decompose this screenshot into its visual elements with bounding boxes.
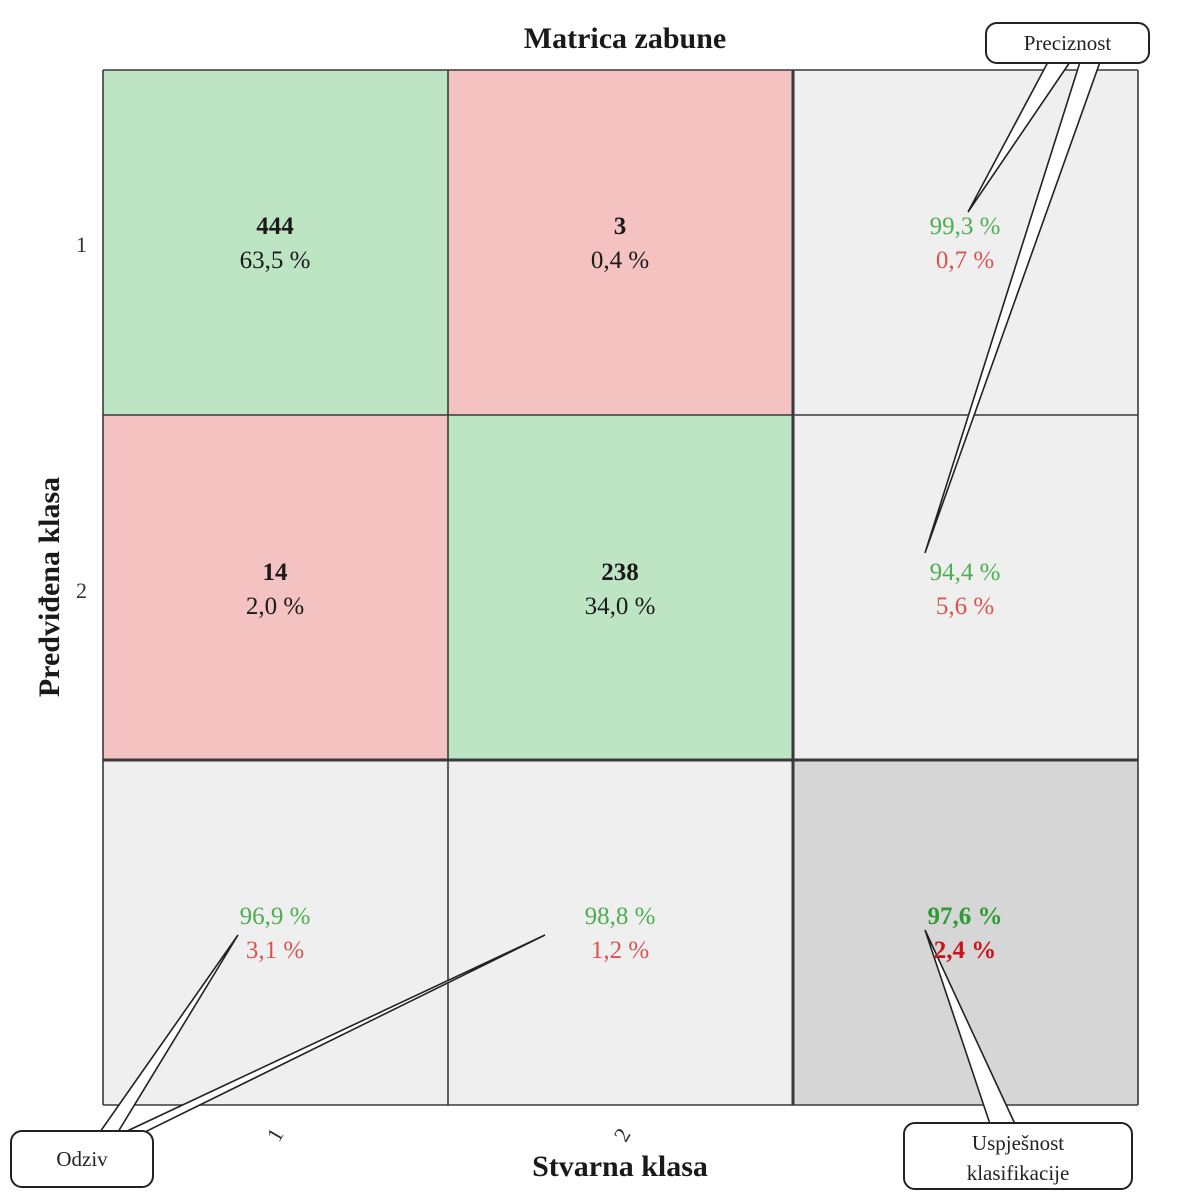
overall-error: 2,4 % — [933, 937, 997, 964]
precision-cell-bg-2 — [793, 415, 1138, 760]
recall-2-correct: 98,8 % — [584, 903, 656, 930]
cell-1-1-percent: 63,5 % — [239, 247, 311, 274]
overall-accuracy: 97,6 % 2,4 % — [793, 900, 1137, 968]
recall-cell-bg-2 — [448, 760, 793, 1105]
y-tick-2: 2 — [76, 578, 87, 603]
recall-1-error: 3,1 % — [245, 937, 305, 964]
cell-2-2-percent: 34,0 % — [584, 593, 656, 620]
recall-1-correct: 96,9 % — [239, 903, 311, 930]
recall-2: 98,8 % 1,2 % — [448, 900, 792, 968]
cell-1-2-count: 3 — [613, 213, 627, 240]
accuracy-callout-line2: klasifikacije — [966, 1161, 1070, 1185]
precision-cell-bg-1 — [793, 70, 1138, 415]
overall-correct: 97,6 % — [927, 903, 1003, 930]
cell-2-1-count: 14 — [262, 559, 288, 586]
matrix-cell-bg-2-2 — [448, 415, 793, 760]
accuracy-callout-line1: Uspješnost — [971, 1131, 1065, 1155]
chart-title: Matrica zabune — [523, 22, 727, 55]
cell-2-2: 238 34,0 % — [448, 556, 792, 624]
accuracy-callout: Uspješnost klasifikacije — [903, 1122, 1133, 1190]
precision-2: 94,4 % 5,6 % — [793, 556, 1137, 624]
recall-1: 96,9 % 3,1 % — [103, 900, 447, 968]
precision-1-error: 0,7 % — [935, 247, 995, 274]
recall-callout: Odziv — [10, 1130, 154, 1188]
matrix-cell-bg-1-2 — [448, 70, 793, 415]
y-axis-label-text: Predviđena klasa — [33, 476, 66, 698]
cell-1-1-count: 444 — [256, 213, 294, 240]
cell-2-1-percent: 2,0 % — [245, 593, 305, 620]
precision-2-correct: 94,4 % — [929, 559, 1001, 586]
x-axis-label: Stvarna klasa — [532, 1150, 708, 1183]
matrix-cell-bg-1-1 — [103, 70, 448, 415]
y-tick-1: 1 — [76, 232, 87, 257]
matrix-cell-bg-2-1 — [103, 415, 448, 760]
cell-1-2-percent: 0,4 % — [590, 247, 650, 274]
precision-1: 99,3 % 0,7 % — [793, 210, 1137, 278]
cell-1-2: 3 0,4 % — [448, 210, 792, 278]
recall-2-error: 1,2 % — [590, 937, 650, 964]
precision-callout: Preciznost — [985, 22, 1150, 64]
cell-2-1: 14 2,0 % — [103, 556, 447, 624]
precision-2-error: 5,6 % — [935, 593, 995, 620]
cell-2-2-count: 238 — [601, 559, 639, 586]
precision-1-correct: 99,3 % — [929, 213, 1001, 240]
cell-1-1: 444 63,5 % — [103, 210, 447, 278]
